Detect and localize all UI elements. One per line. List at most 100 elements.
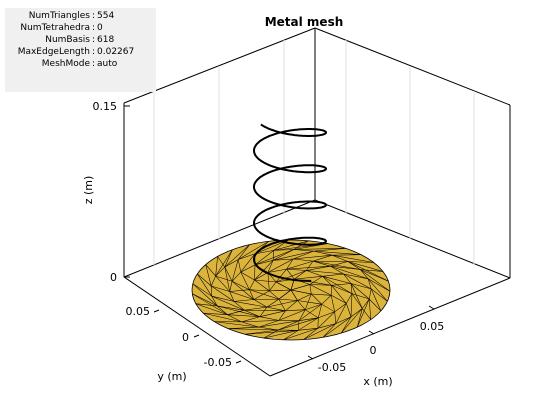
mesh-edge	[357, 308, 363, 328]
mesh-edge	[298, 320, 300, 331]
mesh-edge	[233, 299, 254, 302]
mesh-edge	[224, 244, 250, 268]
info-separator: :	[92, 23, 96, 33]
mesh-edge	[321, 303, 335, 313]
y-axis-label: y (m)	[157, 370, 186, 383]
info-row: NumBasis : 618	[5, 34, 156, 46]
mesh-edge	[272, 250, 275, 261]
info-value: 554	[97, 11, 115, 21]
mesh-edge	[197, 273, 212, 287]
mesh-edge	[312, 254, 333, 262]
mesh-edge	[217, 305, 228, 315]
mesh-edge	[273, 258, 294, 261]
mesh-edge	[322, 276, 353, 294]
mesh-edge	[231, 271, 241, 282]
mesh-edge	[306, 270, 323, 277]
mesh-edge	[368, 298, 372, 320]
mesh-edge	[350, 283, 372, 290]
mesh-edge	[231, 281, 255, 300]
mesh-edge	[233, 301, 245, 311]
mesh-edge	[253, 290, 270, 300]
axis-ticks	[124, 105, 435, 364]
mesh-edge	[237, 244, 250, 260]
info-key: MeshMode	[41, 59, 90, 69]
mesh-edge	[217, 305, 260, 317]
mesh-edge	[273, 240, 309, 251]
mesh-edge	[293, 258, 314, 262]
mesh-edge	[275, 268, 287, 283]
mesh-edge	[278, 320, 300, 331]
mesh-edge	[269, 281, 277, 292]
mesh-edge	[322, 323, 337, 338]
info-key: NumTetrahedra	[20, 23, 90, 33]
mesh-edge	[228, 326, 259, 329]
mesh-edge	[322, 276, 352, 284]
mesh-edge	[340, 308, 363, 334]
mesh-edge	[313, 250, 362, 255]
mesh-edge	[254, 279, 277, 283]
mesh-edge	[322, 276, 332, 286]
mesh-edge	[203, 312, 228, 315]
mesh-edge	[211, 296, 218, 307]
mesh-edge	[362, 298, 370, 309]
z-tick-0-15: 0.15	[93, 100, 118, 113]
mesh-edge	[290, 289, 312, 295]
mesh-edge	[322, 273, 344, 277]
mesh-edge	[335, 316, 352, 324]
mesh-edge	[211, 295, 245, 311]
mesh-edge	[259, 316, 279, 321]
mesh-edge	[309, 284, 332, 296]
mesh-edge	[237, 259, 242, 273]
x-tick-0-05: 0.05	[420, 320, 445, 333]
mesh-edge	[259, 306, 268, 317]
mesh-edge	[294, 270, 307, 280]
mesh-edge	[290, 284, 310, 291]
mesh-edge	[297, 293, 312, 301]
mesh-edge	[303, 323, 336, 340]
mesh-edge	[231, 281, 250, 290]
mesh-edge	[254, 260, 274, 266]
mesh-edge	[334, 303, 347, 313]
info-value: 618	[97, 35, 115, 45]
mesh-edge	[267, 258, 294, 273]
mesh-edge	[311, 293, 322, 305]
mesh-edge	[215, 275, 233, 282]
mesh-edge	[244, 306, 267, 311]
mesh-edge	[332, 254, 362, 256]
mesh-edge	[267, 268, 287, 273]
info-key: NumTriangles	[28, 11, 90, 21]
mesh-edge	[224, 267, 230, 292]
mesh-edge	[350, 293, 353, 317]
mesh-edge	[309, 276, 323, 285]
info-row: MaxEdgeLength : 0.02267	[5, 46, 156, 58]
mesh-edge	[211, 285, 235, 302]
x-axis-label: x (m)	[363, 375, 392, 388]
mesh-edge	[231, 259, 239, 282]
axes-box-front	[123, 276, 511, 377]
mesh-edge	[258, 320, 300, 328]
helix-wire[interactable]	[253, 123, 328, 282]
mesh-edge	[303, 327, 319, 340]
mesh-edge	[278, 289, 292, 300]
mesh-edge	[227, 309, 245, 315]
mesh-edge	[330, 295, 335, 312]
mesh-edge	[211, 285, 230, 292]
mesh-edge	[305, 309, 319, 319]
mesh-edge	[305, 303, 322, 310]
mesh-edge	[371, 288, 388, 302]
metal-mesh-disk[interactable]	[191, 239, 391, 341]
mesh-edge	[227, 314, 242, 323]
mesh-edge	[309, 284, 332, 286]
mesh-edge	[272, 249, 294, 261]
mesh-edge	[276, 270, 307, 283]
mesh-edge	[321, 295, 332, 305]
mesh-edge	[294, 276, 323, 280]
mesh-edge	[227, 314, 260, 317]
mesh-edge	[266, 298, 279, 308]
info-value: auto	[97, 59, 118, 69]
mesh-edge	[318, 304, 322, 318]
mesh-edge	[245, 329, 279, 335]
mesh-edge	[283, 327, 318, 341]
mesh-edge	[369, 298, 382, 312]
